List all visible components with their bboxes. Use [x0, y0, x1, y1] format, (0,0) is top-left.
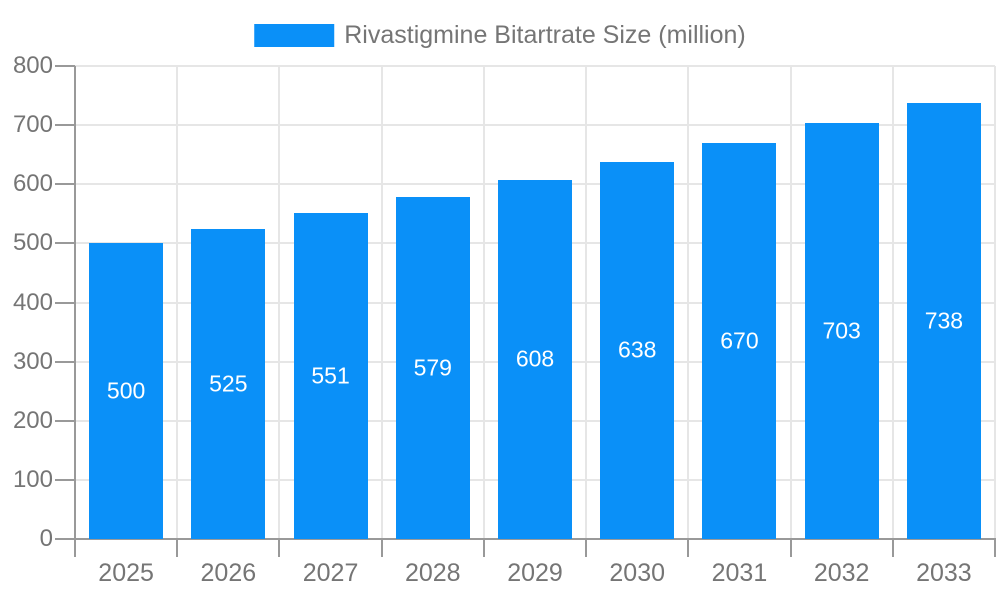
- x-axis-tick-label: 2025: [98, 559, 154, 587]
- legend-swatch: [254, 24, 335, 47]
- bar[interactable]: [293, 213, 368, 539]
- gridline-vertical: [994, 66, 996, 539]
- gridline-vertical: [176, 66, 179, 539]
- x-axis-tick: [482, 539, 485, 557]
- y-axis-tick-label: 300: [12, 347, 53, 375]
- bar-value-label: 738: [924, 307, 964, 334]
- y-axis-tick: [55, 538, 75, 540]
- y-axis-tick-label: 400: [12, 288, 53, 316]
- x-axis-tick-label: 2030: [609, 559, 666, 587]
- x-axis-tick: [687, 539, 690, 557]
- gridline-vertical: [380, 66, 383, 539]
- gridline-vertical: [482, 66, 485, 539]
- bar[interactable]: [702, 142, 777, 539]
- gridline-horizontal: [75, 124, 995, 127]
- y-axis-tick: [55, 360, 75, 363]
- y-axis-tick-label: 100: [12, 465, 53, 493]
- gridline-vertical: [891, 66, 894, 539]
- y-axis-tick: [55, 419, 75, 422]
- x-axis-tick: [380, 539, 383, 557]
- bar[interactable]: [191, 228, 266, 539]
- y-axis-tick: [55, 301, 75, 304]
- bar[interactable]: [89, 243, 164, 539]
- bar-value-label: 500: [106, 377, 146, 404]
- gridline-vertical: [789, 66, 792, 539]
- y-axis-tick: [55, 65, 75, 67]
- bar[interactable]: [498, 179, 572, 539]
- x-axis-line: [74, 538, 996, 540]
- gridline-vertical: [585, 66, 588, 539]
- x-axis-tick: [994, 539, 996, 557]
- bar-value-label: 525: [209, 370, 248, 397]
- x-axis-tick-label: 2026: [200, 559, 257, 587]
- y-axis-tick-label: 700: [12, 111, 53, 139]
- bar[interactable]: [804, 123, 879, 539]
- x-axis-tick-label: 2028: [404, 559, 461, 587]
- x-axis-tick-label: 2029: [507, 559, 563, 587]
- gridline-horizontal: [75, 65, 995, 67]
- bar-value-label: 608: [515, 345, 555, 372]
- bar[interactable]: [600, 161, 675, 539]
- y-axis-tick: [55, 183, 75, 186]
- x-axis-tick: [891, 539, 894, 557]
- y-axis-tick-label: 200: [12, 406, 53, 434]
- x-axis-tick-label: 2033: [916, 559, 972, 587]
- x-axis-tick: [278, 539, 281, 557]
- bar-value-label: 670: [720, 327, 759, 354]
- y-axis-tick-label: 800: [12, 52, 53, 79]
- bar-value-label: 579: [413, 354, 452, 381]
- gridline-vertical: [687, 66, 690, 539]
- bar[interactable]: [906, 102, 981, 539]
- x-axis-tick-label: 2031: [711, 559, 768, 587]
- bar-value-label: 638: [618, 336, 657, 363]
- x-axis-tick: [789, 539, 792, 557]
- y-axis-tick-label: 600: [12, 170, 53, 198]
- legend-item[interactable]: Rivastigmine Bitartrate Size (million): [254, 22, 746, 49]
- x-axis-tick-label: 2032: [813, 559, 870, 587]
- x-axis-tick: [585, 539, 588, 557]
- y-axis-tick: [55, 124, 75, 127]
- y-axis-line: [74, 66, 76, 557]
- y-axis-tick: [55, 242, 75, 245]
- y-axis-tick-label: 0: [39, 525, 53, 552]
- bar[interactable]: [395, 196, 470, 539]
- x-axis-tick: [176, 539, 179, 557]
- gridline-vertical: [278, 66, 281, 539]
- y-axis-tick: [55, 478, 75, 481]
- legend-label: Rivastigmine Bitartrate Size (million): [344, 21, 746, 49]
- bar-value-label: 703: [822, 317, 861, 344]
- y-axis-tick-label: 500: [12, 229, 53, 257]
- bar-value-label: 551: [311, 362, 350, 389]
- x-axis-tick-label: 2027: [302, 559, 359, 587]
